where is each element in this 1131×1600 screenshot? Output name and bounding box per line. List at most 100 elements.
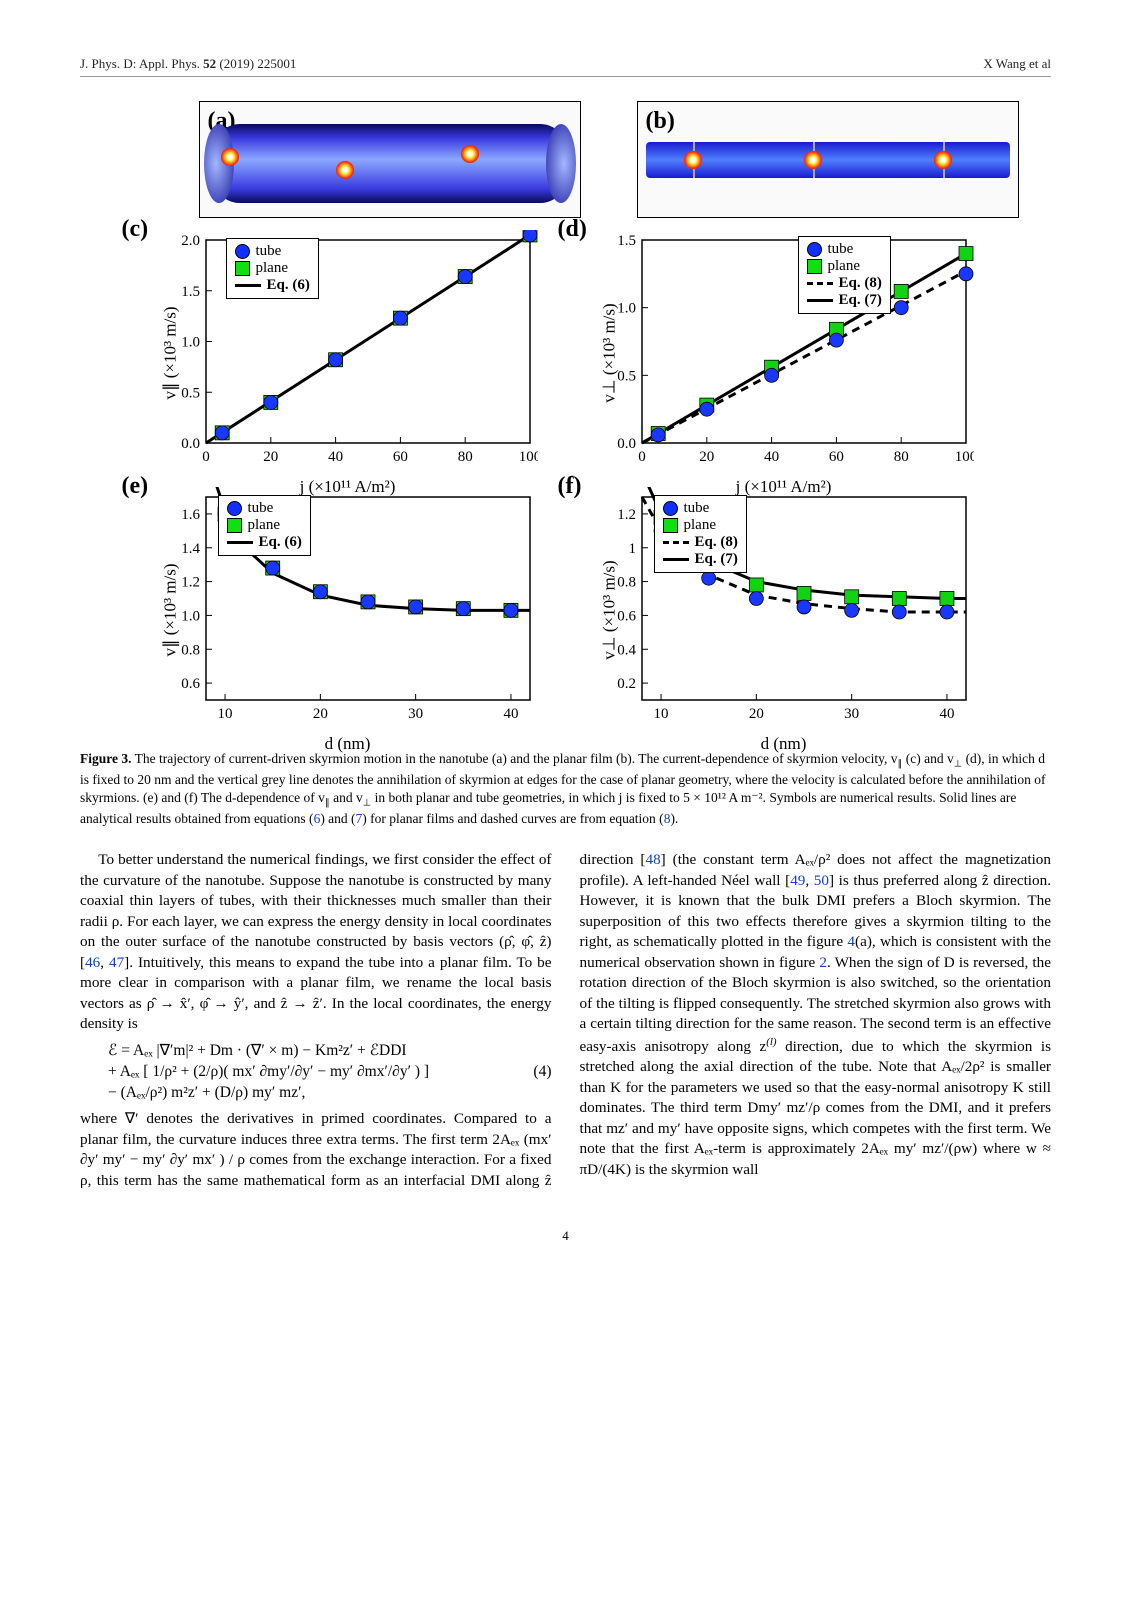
year-issue: (2019) 225001 xyxy=(216,56,296,71)
line-icon xyxy=(235,284,261,287)
panel-letter: (f) xyxy=(558,473,582,500)
svg-text:1.2: 1.2 xyxy=(181,575,200,591)
caption-label: Figure 3. xyxy=(80,751,132,766)
square-icon xyxy=(227,518,242,533)
citation-ref[interactable]: 50 xyxy=(814,872,829,889)
panel-letter: (e) xyxy=(122,473,149,500)
citation-ref[interactable]: 49 xyxy=(790,872,805,889)
eq-line: − (Aₑₓ/ρ²) m²z′ + (D/ρ) my′ mz′, xyxy=(108,1083,524,1104)
eq-line: ℰ = Aₑₓ |∇′m|² + Dm · (∇′ × m) − Km²z′ +… xyxy=(108,1041,524,1062)
svg-text:60: 60 xyxy=(828,449,843,465)
svg-text:0.2: 0.2 xyxy=(617,676,636,692)
body-span: direction, due to which the skyrmion is … xyxy=(580,1038,1052,1178)
legend-item: Eq. (8) xyxy=(663,534,738,551)
legend-item: Eq. (6) xyxy=(227,534,302,551)
figure-panels-cd: (c) v∥ (×10³ m/s) j (×10¹¹ A/m²) tube pl… xyxy=(80,230,1051,475)
legend-label: Eq. (8) xyxy=(695,534,738,551)
svg-text:1.4: 1.4 xyxy=(181,541,200,557)
legend-label: Eq. (7) xyxy=(839,292,882,309)
y-axis-label: v⊥ (×10³ m/s) xyxy=(599,560,619,659)
panel-a: (a) xyxy=(199,101,581,218)
body-span: , xyxy=(100,954,109,971)
legend-label: tube xyxy=(248,500,274,517)
panel-b: (b) xyxy=(637,101,1019,218)
body-text: To better understand the numerical findi… xyxy=(80,850,1051,1191)
legend-item: Eq. (6) xyxy=(235,277,310,294)
panel-e: (e) v∥ (×10³ m/s) d (nm) tube plane Eq. … xyxy=(158,487,538,732)
square-icon xyxy=(235,261,250,276)
svg-text:60: 60 xyxy=(392,449,407,465)
panel-c: (c) v∥ (×10³ m/s) j (×10¹¹ A/m²) tube pl… xyxy=(158,230,538,475)
legend-label: tube xyxy=(256,243,282,260)
svg-text:0: 0 xyxy=(638,449,646,465)
svg-text:1.2: 1.2 xyxy=(617,507,636,523)
legend-item: Eq. (7) xyxy=(807,292,882,309)
legend-label: Eq. (8) xyxy=(839,275,882,292)
figure-panels-ab: (a) (b) xyxy=(80,101,1051,218)
panel-letter: (b) xyxy=(646,108,675,135)
svg-text:20: 20 xyxy=(748,706,763,722)
volume: 52 xyxy=(203,56,216,71)
eq-line: + Aₑₓ [ 1/ρ² + (2/ρ)( mx′ ∂my′/∂y′ − my′… xyxy=(108,1062,524,1083)
svg-text:30: 30 xyxy=(408,706,423,722)
circle-icon xyxy=(235,244,250,259)
svg-text:1.6: 1.6 xyxy=(181,507,200,523)
svg-text:1.0: 1.0 xyxy=(181,335,200,351)
legend: tube plane Eq. (6) xyxy=(218,495,311,556)
svg-text:40: 40 xyxy=(939,706,954,722)
svg-text:100: 100 xyxy=(954,449,973,465)
square-icon xyxy=(807,259,822,274)
equation-number: (4) xyxy=(524,1062,552,1083)
panel-letter: (c) xyxy=(122,216,149,243)
legend-label: Eq. (6) xyxy=(259,534,302,551)
y-axis-label: v∥ (×10³ m/s) xyxy=(160,563,180,656)
nanotube-cap xyxy=(546,124,576,203)
superscript: (l) xyxy=(766,1036,776,1048)
equation-body: ℰ = Aₑₓ |∇′m|² + Dm · (∇′ × m) − Km²z′ +… xyxy=(80,1041,524,1104)
figure-ref[interactable]: 2 xyxy=(819,954,827,971)
svg-text:100: 100 xyxy=(518,449,537,465)
legend-item: tube xyxy=(807,241,882,258)
circle-icon xyxy=(227,501,242,516)
panel-f: (f) v⊥ (×10³ m/s) d (nm) tube plane Eq. … xyxy=(594,487,974,732)
subscript: ⊥ xyxy=(954,759,962,770)
svg-text:40: 40 xyxy=(328,449,343,465)
legend-item: plane xyxy=(663,517,738,534)
x-axis-label: d (nm) xyxy=(761,734,807,754)
svg-text:0.0: 0.0 xyxy=(617,436,636,452)
y-axis-label: v∥ (×10³ m/s) xyxy=(160,306,180,399)
circle-icon xyxy=(663,501,678,516)
legend: tube plane Eq. (6) xyxy=(226,238,319,299)
dash-icon xyxy=(807,282,833,285)
legend-item: plane xyxy=(227,517,302,534)
citation-ref[interactable]: 47 xyxy=(109,954,124,971)
svg-text:80: 80 xyxy=(893,449,908,465)
line-icon xyxy=(663,558,689,561)
subscript: ⊥ xyxy=(363,798,371,809)
legend-label: plane xyxy=(828,258,860,275)
svg-text:0.0: 0.0 xyxy=(181,436,200,452)
x-axis-label: d (nm) xyxy=(325,734,371,754)
legend-item: tube xyxy=(663,500,738,517)
page-number: 4 xyxy=(80,1228,1051,1244)
figure-panels-ef: (e) v∥ (×10³ m/s) d (nm) tube plane Eq. … xyxy=(80,487,1051,732)
legend-label: plane xyxy=(684,517,716,534)
journal-line: J. Phys. D: Appl. Phys. 52 (2019) 225001 xyxy=(80,56,296,72)
legend-label: plane xyxy=(248,517,280,534)
figure-ref[interactable]: 4 xyxy=(847,933,855,950)
citation-ref[interactable]: 48 xyxy=(645,851,660,868)
journal-name: J. Phys. D: Appl. Phys. xyxy=(80,56,203,71)
svg-text:0.6: 0.6 xyxy=(181,676,200,692)
running-header: J. Phys. D: Appl. Phys. 52 (2019) 225001… xyxy=(80,56,1051,77)
citation-ref[interactable]: 46 xyxy=(85,954,100,971)
svg-text:80: 80 xyxy=(457,449,472,465)
legend-label: plane xyxy=(256,260,288,277)
line-icon xyxy=(807,299,833,302)
legend-item: plane xyxy=(807,258,882,275)
svg-text:40: 40 xyxy=(503,706,518,722)
legend-label: Eq. (6) xyxy=(267,277,310,294)
legend-label: Eq. (7) xyxy=(695,551,738,568)
svg-text:0.8: 0.8 xyxy=(181,642,200,658)
equation-4: ℰ = Aₑₓ |∇′m|² + Dm · (∇′ × m) − Km²z′ +… xyxy=(80,1041,552,1104)
svg-text:20: 20 xyxy=(263,449,278,465)
